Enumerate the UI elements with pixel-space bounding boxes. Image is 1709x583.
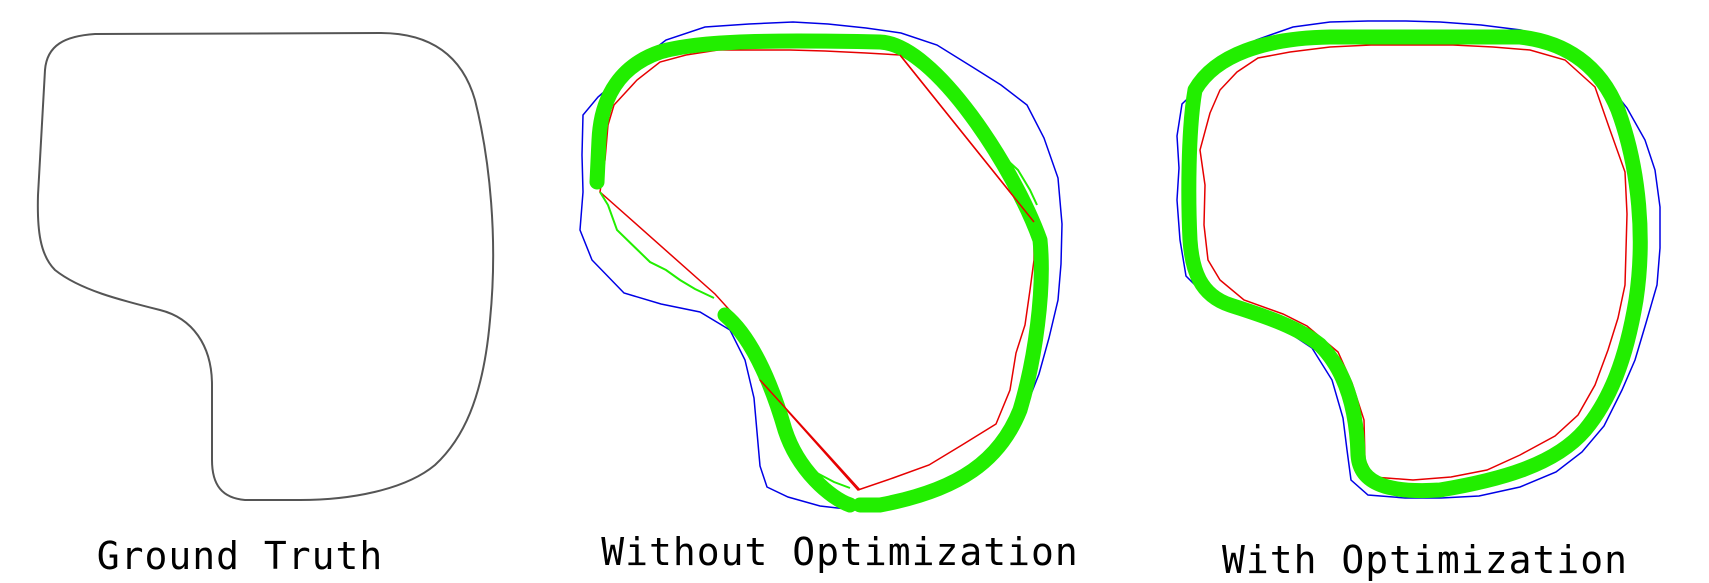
panel-ground-truth xyxy=(36,31,495,501)
panel-without-optimization xyxy=(579,21,1063,513)
ground-truth-contour xyxy=(36,31,495,501)
caption-without-optimization: Without Optimization xyxy=(601,530,1079,574)
inner-polygon xyxy=(1199,44,1628,481)
outer-polygon xyxy=(579,21,1063,511)
contour-partial xyxy=(589,33,1049,513)
contour-gap-line xyxy=(771,399,851,489)
optimized-contour xyxy=(1181,29,1648,499)
caption-with-optimization: With Optimization xyxy=(1222,538,1628,582)
contour-gap-line xyxy=(908,57,1038,206)
contour-gap-line xyxy=(599,191,715,299)
inner-shortcut-line xyxy=(899,54,1035,223)
panel-with-optimization xyxy=(1176,20,1661,499)
inner-shortcut-line xyxy=(759,379,861,491)
caption-ground-truth: Ground Truth xyxy=(96,534,384,578)
